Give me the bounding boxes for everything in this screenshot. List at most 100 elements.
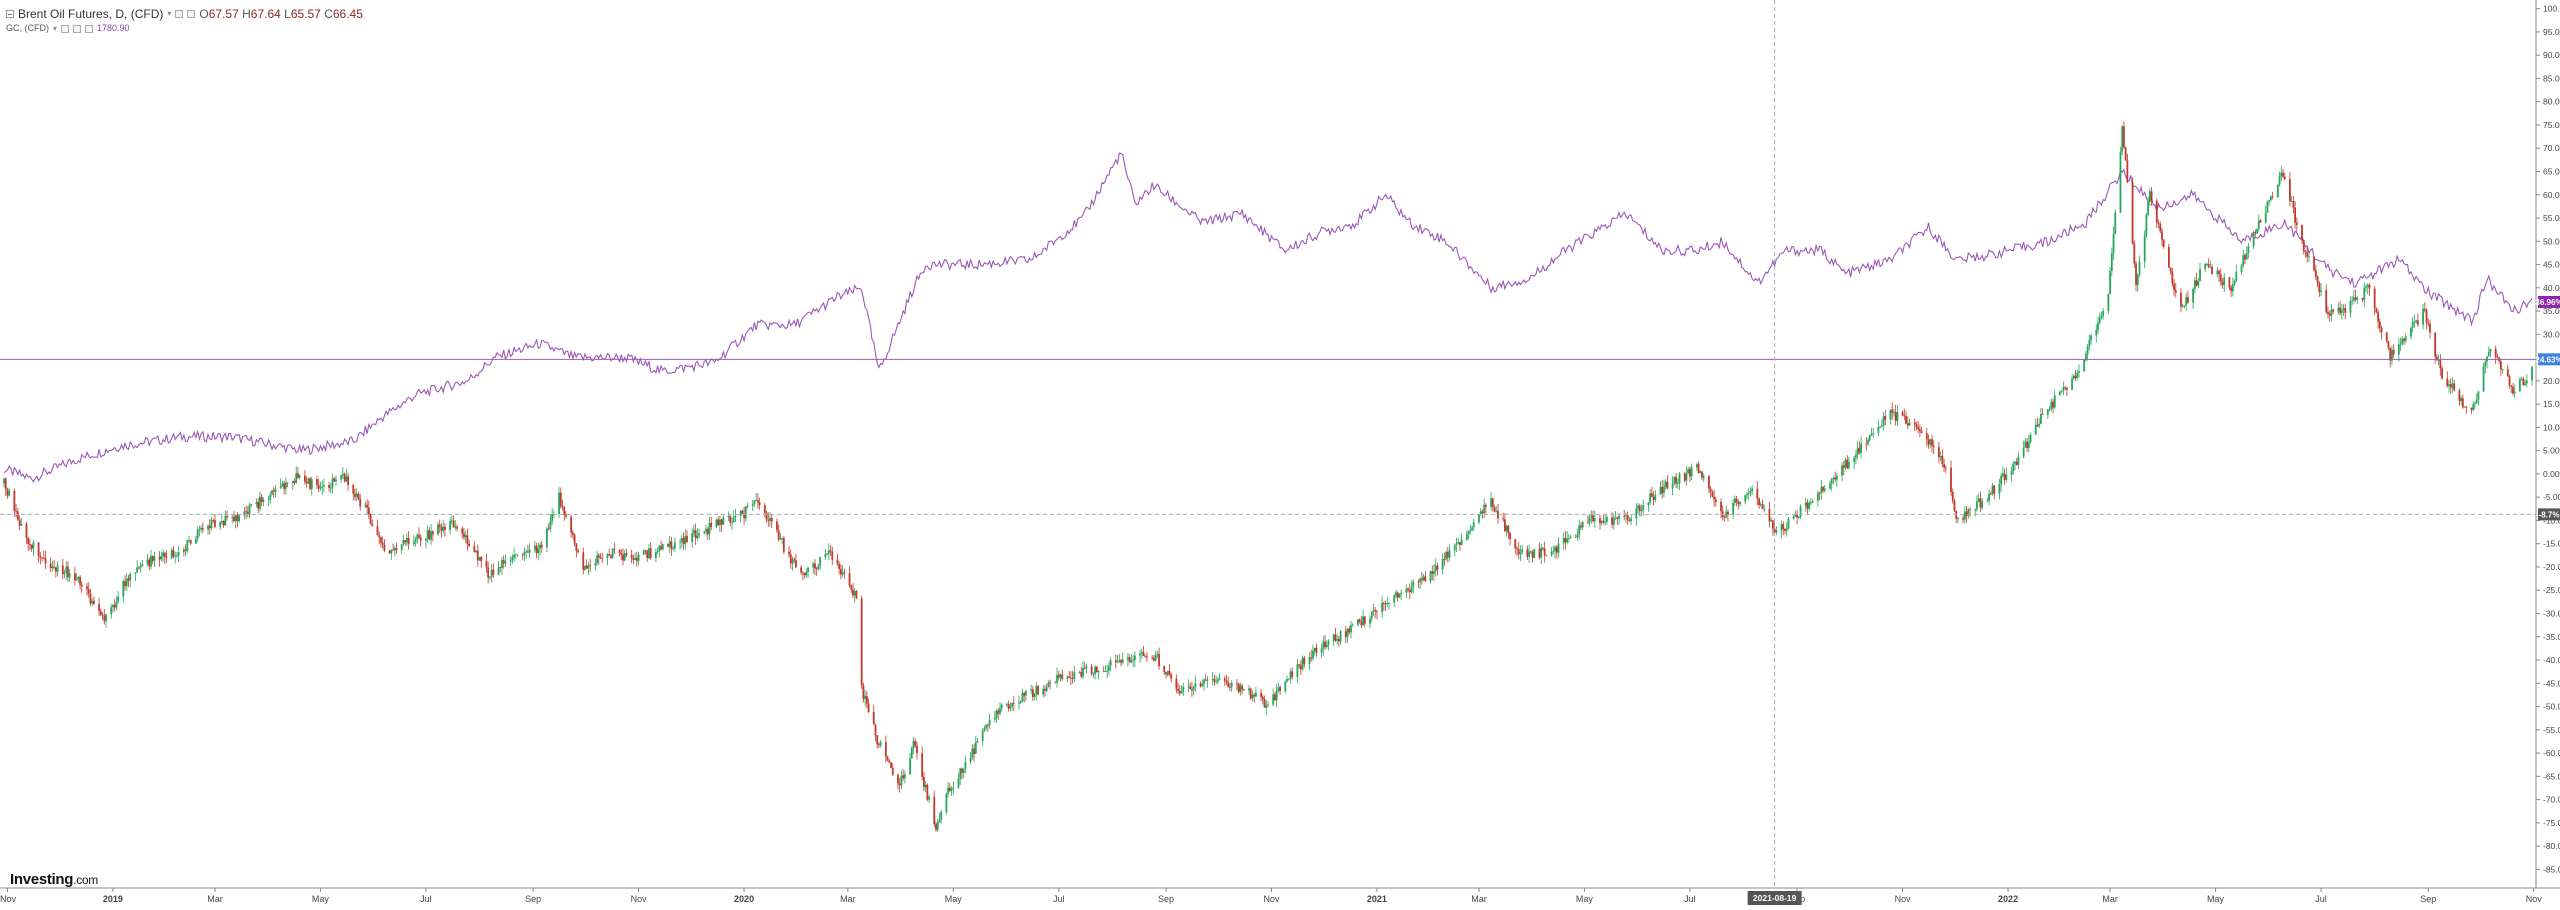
collapse-toggle-icon[interactable] bbox=[6, 10, 14, 18]
candle bbox=[2155, 198, 2158, 228]
candle bbox=[1889, 409, 1892, 425]
x-tick-label: May bbox=[945, 894, 963, 904]
candle bbox=[1944, 465, 1947, 473]
candle bbox=[634, 552, 637, 561]
x-tick-label: May bbox=[1576, 894, 1594, 904]
candle bbox=[2401, 335, 2404, 346]
candle bbox=[2290, 195, 2293, 203]
candle bbox=[777, 524, 780, 542]
candle bbox=[2524, 379, 2526, 386]
open-value: 67.57 bbox=[208, 7, 239, 21]
candle bbox=[924, 781, 927, 793]
caret-down-icon[interactable]: ▾ bbox=[53, 24, 58, 33]
candle bbox=[1853, 456, 1856, 470]
candle bbox=[2088, 334, 2091, 351]
candle bbox=[516, 554, 519, 557]
candle bbox=[1472, 518, 1475, 532]
candle bbox=[219, 521, 222, 531]
candle bbox=[1320, 643, 1323, 658]
y-tick-label: -10.00% bbox=[2543, 515, 2560, 525]
high-label: H bbox=[242, 7, 251, 21]
caret-down-icon[interactable]: ▾ bbox=[167, 9, 172, 18]
candle bbox=[2340, 303, 2343, 320]
candle bbox=[2411, 316, 2414, 333]
candle bbox=[618, 549, 621, 557]
x-tick-label: 2021 bbox=[1367, 894, 1387, 904]
candle bbox=[305, 476, 308, 488]
x-tick-label: Sep bbox=[2420, 894, 2436, 904]
candle bbox=[117, 590, 120, 605]
candle bbox=[1286, 675, 1288, 683]
candle bbox=[765, 510, 768, 524]
candle bbox=[2301, 224, 2303, 245]
candle bbox=[393, 545, 396, 557]
candle bbox=[1772, 519, 1774, 536]
candle bbox=[1144, 654, 1147, 658]
svg-text:24.63%: 24.63% bbox=[2535, 355, 2560, 364]
candle bbox=[504, 554, 507, 567]
close-icon[interactable] bbox=[187, 10, 196, 18]
candle bbox=[245, 505, 247, 519]
candle bbox=[18, 515, 21, 531]
candle bbox=[2266, 200, 2269, 213]
candle bbox=[781, 537, 784, 545]
candle bbox=[2221, 278, 2224, 289]
candle bbox=[1977, 493, 1980, 503]
candle bbox=[137, 565, 140, 570]
candle bbox=[1593, 511, 1596, 528]
settings-icon[interactable] bbox=[175, 10, 184, 18]
candle bbox=[575, 542, 578, 558]
candle bbox=[921, 746, 924, 781]
candle bbox=[1913, 418, 1916, 432]
candle bbox=[39, 551, 42, 565]
candle bbox=[734, 508, 737, 523]
candle bbox=[876, 735, 879, 749]
close-icon[interactable] bbox=[85, 24, 94, 33]
candle bbox=[1749, 486, 1752, 497]
candle bbox=[1083, 662, 1086, 670]
candle bbox=[779, 532, 782, 541]
settings-icon[interactable] bbox=[73, 24, 82, 33]
candle bbox=[497, 560, 500, 575]
candle bbox=[1163, 665, 1166, 675]
candle bbox=[189, 539, 192, 546]
candle bbox=[452, 515, 455, 528]
visibility-icon[interactable] bbox=[61, 24, 70, 33]
candle bbox=[1106, 664, 1109, 679]
candle bbox=[1407, 587, 1409, 593]
candle bbox=[172, 546, 175, 559]
candle bbox=[1332, 633, 1335, 646]
candle bbox=[418, 527, 420, 539]
candle bbox=[176, 551, 178, 559]
candle bbox=[1478, 513, 1480, 525]
candle bbox=[1471, 525, 1473, 532]
candle bbox=[1502, 512, 1505, 523]
candle bbox=[2014, 460, 2016, 471]
candle bbox=[2107, 293, 2110, 314]
candle bbox=[2439, 354, 2442, 376]
candle bbox=[248, 502, 251, 519]
candle bbox=[947, 781, 950, 798]
candle bbox=[789, 549, 792, 569]
candle bbox=[1879, 426, 1882, 429]
x-tick-label: 2022 bbox=[1998, 894, 2018, 904]
candle bbox=[1007, 700, 1010, 712]
candle bbox=[430, 524, 432, 545]
candle bbox=[2380, 325, 2383, 340]
candle bbox=[437, 521, 439, 536]
candle bbox=[2247, 243, 2250, 259]
candle bbox=[1151, 655, 1154, 660]
candle bbox=[331, 473, 334, 494]
candle bbox=[1109, 657, 1112, 672]
candle bbox=[438, 519, 441, 534]
candle bbox=[174, 551, 177, 564]
candle bbox=[1146, 652, 1148, 662]
candle bbox=[2230, 284, 2233, 297]
candle bbox=[1035, 682, 1038, 701]
candle bbox=[343, 472, 346, 483]
candle bbox=[2121, 125, 2124, 156]
candle bbox=[654, 548, 657, 563]
candle bbox=[940, 810, 943, 824]
candle bbox=[948, 783, 951, 793]
